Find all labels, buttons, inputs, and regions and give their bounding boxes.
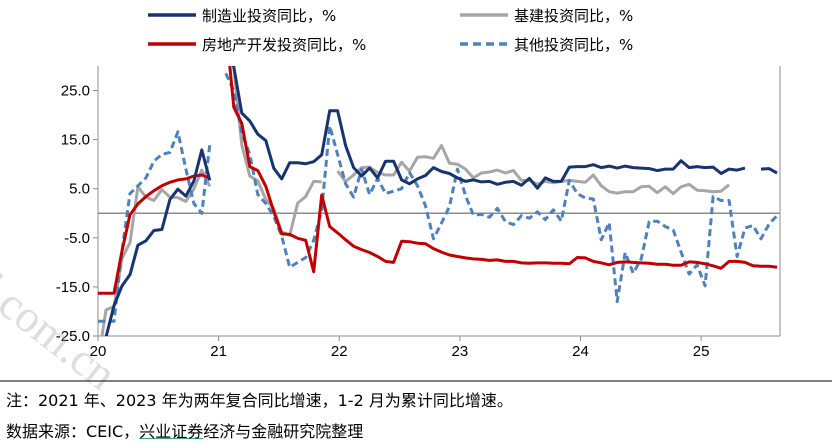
x-tick-label: 21 — [210, 343, 227, 360]
y-tick-label: 25.0 — [61, 83, 90, 100]
x-tick-label: 25 — [693, 343, 710, 360]
legend-label-real-estate: 房地产开发投资同比，% — [202, 36, 366, 54]
legend-label-infrastructure: 基建投资同比，% — [514, 7, 633, 25]
line-chart: 制造业投资同比，% 基建投资同比，% 房地产开发投资同比，% 其他投资同比，% … — [56, 7, 781, 360]
legend: 制造业投资同比，% 基建投资同比，% 房地产开发投资同比，% 其他投资同比，% — [148, 7, 633, 54]
series-line-manufacturing — [104, 66, 778, 336]
legend-label-other: 其他投资同比，% — [514, 36, 633, 54]
footnote: 注：2021 年、2023 年为两年复合同比增速，1-2 月为累计同比增速。 — [6, 391, 513, 410]
series-line-other — [98, 72, 779, 323]
y-tick-label: -25.0 — [56, 328, 90, 345]
x-tick-label: 22 — [331, 343, 348, 360]
x-tick-label: 20 — [90, 343, 107, 360]
source-suffix: 经济与金融研究院整理 — [203, 422, 364, 441]
legend-label-manufacturing: 制造业投资同比，% — [202, 7, 336, 25]
x-tick-label: 24 — [572, 343, 589, 360]
source-note: 数据来源：CEIC，兴业证券经济与金融研究院整理 — [6, 418, 363, 442]
y-tick-label: 5.0 — [69, 181, 90, 198]
axes: 25.0 15.0 5.0 -5.0 -15.0 -25.020 21 22 23 24 25 — [56, 66, 781, 360]
y-tick-label: -5.0 — [64, 230, 90, 247]
source-broker: 兴业证券 — [139, 422, 204, 441]
series-layer — [98, 66, 779, 336]
source-prefix: 数据来源：CEIC， — [6, 422, 140, 441]
series-line-infrastructure — [100, 66, 731, 336]
x-tick-label: 23 — [452, 343, 469, 360]
series-line-real-estate — [98, 66, 778, 295]
y-tick-label: -15.0 — [56, 279, 90, 296]
y-tick-label: 15.0 — [61, 132, 90, 149]
